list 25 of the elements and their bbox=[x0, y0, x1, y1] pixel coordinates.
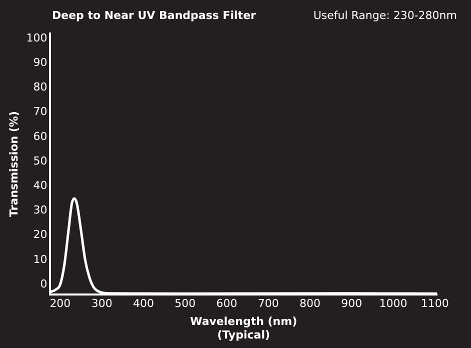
x-tick-label: 1000 bbox=[379, 296, 408, 310]
x-tick-label: 300 bbox=[91, 296, 112, 310]
y-tick-label: 70 bbox=[33, 105, 48, 118]
y-tick-label: 50 bbox=[33, 154, 48, 168]
x-tick-label: 700 bbox=[258, 296, 279, 310]
x-tick-label: 800 bbox=[300, 296, 321, 310]
y-tick-label: 60 bbox=[33, 130, 48, 143]
x-axis-title: Wavelength (nm) (Typical) bbox=[190, 315, 298, 342]
x-tick-label: 500 bbox=[174, 296, 196, 310]
y-tick-label: 90 bbox=[33, 56, 48, 69]
x-tick-label: 600 bbox=[216, 296, 238, 310]
y-tick-label: 100 bbox=[26, 31, 48, 44]
x-tick-label: 200 bbox=[50, 296, 71, 310]
text: Useful Range: 230-280nm bbox=[313, 9, 457, 22]
y-axis-title: Transmission (%) bbox=[7, 111, 20, 217]
x-tick-label: 1100 bbox=[420, 296, 449, 310]
y-tick-label: 80 bbox=[33, 80, 48, 94]
y-tick-label: 20 bbox=[33, 228, 48, 242]
y-tick-label: 0 bbox=[40, 277, 48, 290]
y-tick-label: 30 bbox=[33, 204, 48, 217]
y-tick-label: 40 bbox=[33, 179, 48, 192]
y-tick-label: 10 bbox=[33, 252, 48, 266]
chart-title: Deep to Near UV Bandpass Filter bbox=[52, 9, 256, 22]
x-tick-label: 400 bbox=[132, 296, 154, 310]
x-tick-label: 900 bbox=[341, 296, 362, 310]
